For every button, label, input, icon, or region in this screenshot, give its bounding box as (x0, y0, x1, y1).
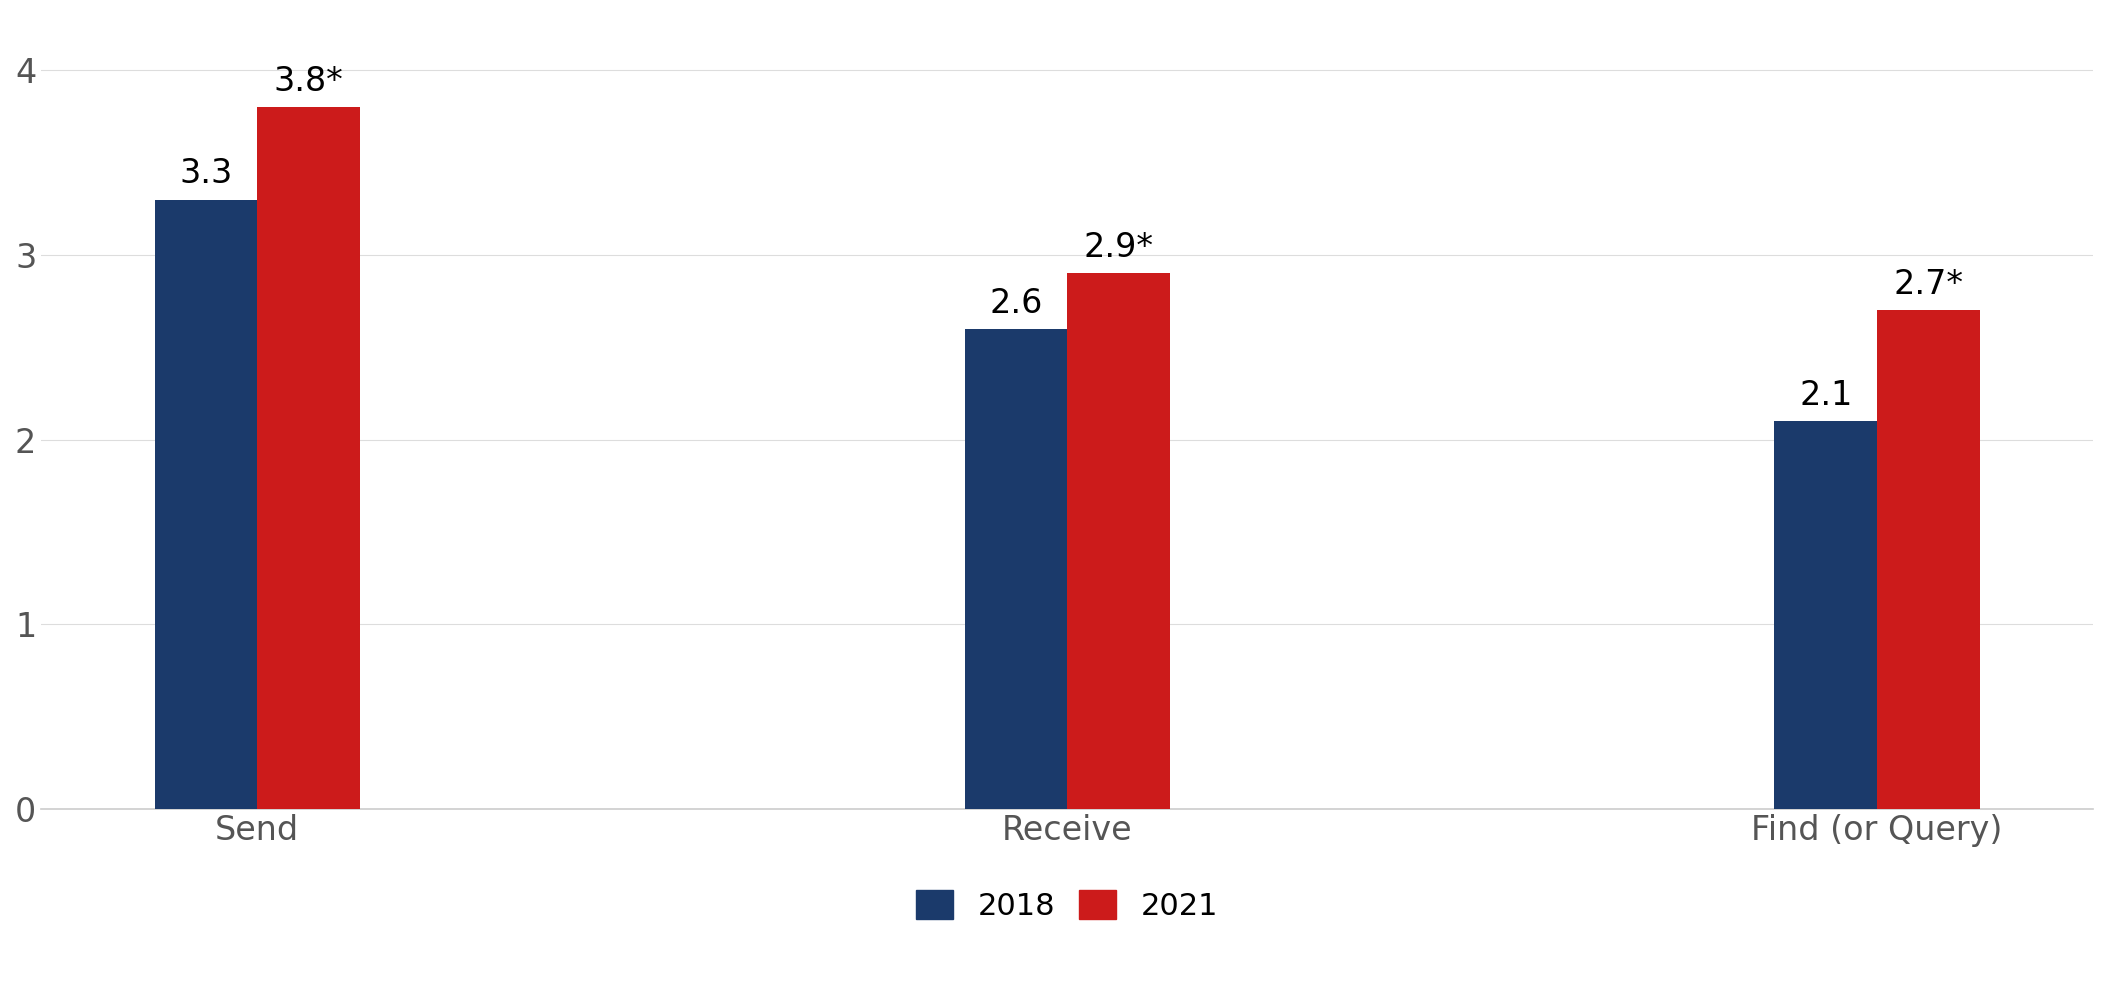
Text: 2.7*: 2.7* (1893, 268, 1963, 301)
Bar (257, 107, 360, 809)
Text: 3.3: 3.3 (179, 157, 232, 190)
Bar (965, 329, 1067, 809)
Legend: 2018, 2021: 2018, 2021 (917, 890, 1218, 921)
Text: 2.1: 2.1 (1798, 379, 1853, 412)
Text: 3.8*: 3.8* (274, 65, 344, 98)
Text: 2.6: 2.6 (989, 287, 1043, 320)
Bar (1067, 273, 1170, 809)
Bar (1775, 421, 1876, 809)
Bar (1876, 311, 1979, 809)
Bar (154, 200, 257, 809)
Text: 2.9*: 2.9* (1084, 232, 1153, 264)
